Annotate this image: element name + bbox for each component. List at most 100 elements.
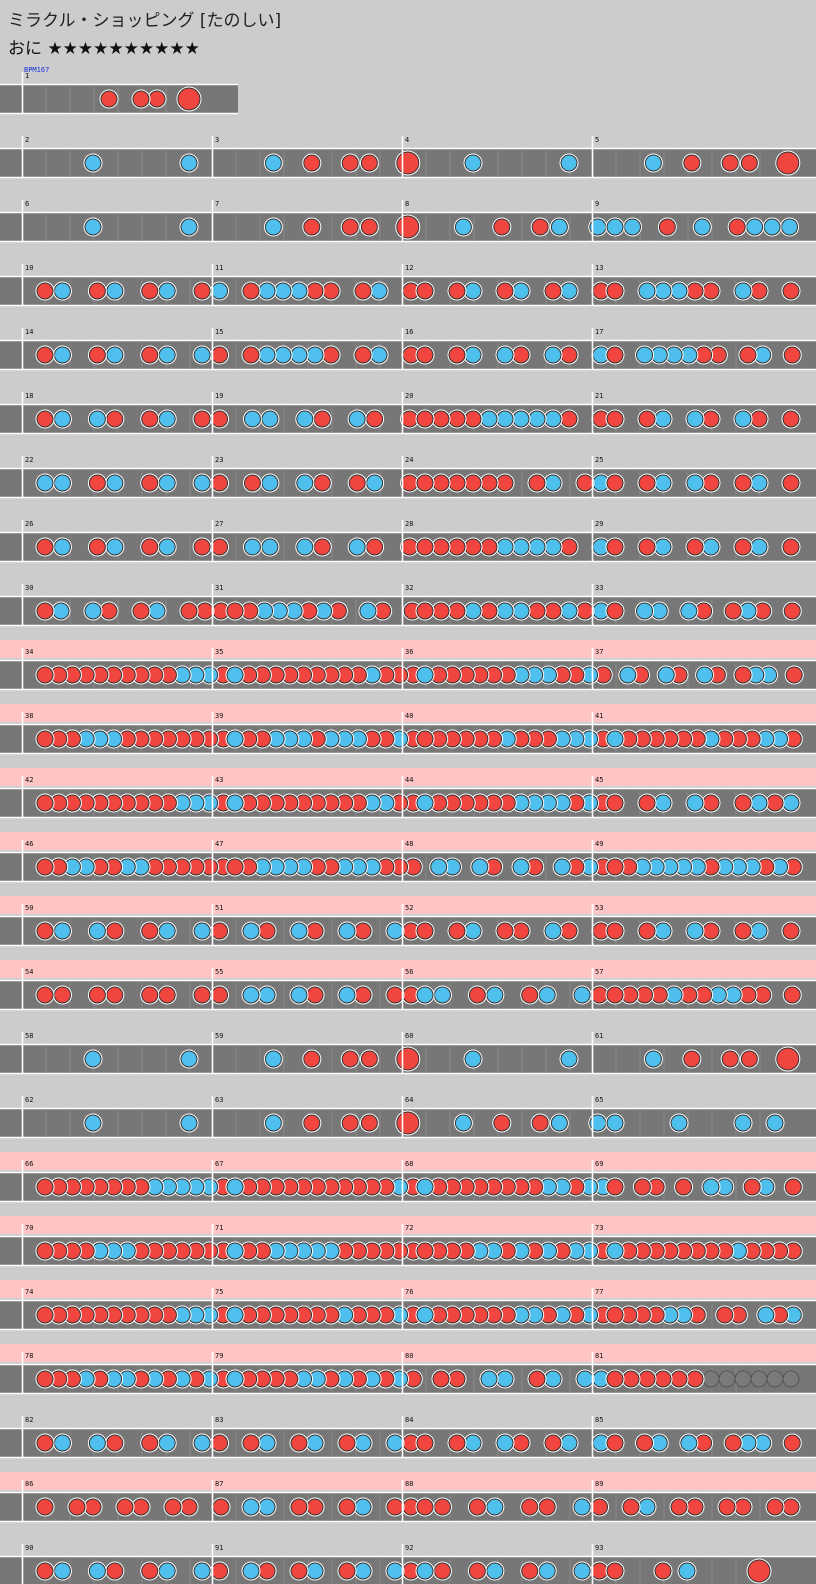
don-note xyxy=(702,922,720,940)
don-note xyxy=(468,1562,486,1580)
don-note xyxy=(36,346,54,364)
ka-note xyxy=(734,410,752,428)
don-note xyxy=(341,154,359,172)
ka-note xyxy=(538,1562,556,1580)
ka-note xyxy=(678,1562,696,1580)
measure-number: 65 xyxy=(595,1096,603,1104)
don-note xyxy=(750,410,768,428)
ka-note xyxy=(544,538,562,556)
measure-number: 58 xyxy=(25,1032,33,1040)
fumen-row: 86 87 88 89 xyxy=(0,1472,816,1523)
fumen-row: 82 83 84 85 xyxy=(0,1416,816,1459)
ka-note xyxy=(619,666,637,684)
drumroll-note xyxy=(718,1370,736,1388)
ka-note xyxy=(734,282,752,300)
ka-note xyxy=(486,1498,504,1516)
don-note xyxy=(88,538,106,556)
ka-note xyxy=(296,538,314,556)
drumroll-note xyxy=(734,1370,752,1388)
don-note xyxy=(36,410,54,428)
don-note xyxy=(538,1498,556,1516)
gogo-band xyxy=(0,704,816,722)
don-note xyxy=(360,154,378,172)
ka-note xyxy=(290,922,308,940)
ka-note xyxy=(680,602,698,620)
don-note xyxy=(721,154,739,172)
measure-number: 76 xyxy=(405,1288,413,1296)
measure-number: 14 xyxy=(25,328,33,336)
don-note xyxy=(496,922,514,940)
don-note xyxy=(290,1562,308,1580)
don-note xyxy=(734,922,752,940)
ka-note xyxy=(750,794,768,812)
measure-number: 39 xyxy=(215,712,223,720)
don-note xyxy=(193,410,211,428)
ka-note xyxy=(654,282,672,300)
don-note xyxy=(386,986,404,1004)
don-note xyxy=(341,218,359,236)
don-note xyxy=(734,474,752,492)
measure-number: 29 xyxy=(595,520,603,528)
don-note xyxy=(416,282,434,300)
don-note xyxy=(360,1050,378,1068)
bpm-marker: BPM167 xyxy=(24,66,49,74)
don-note xyxy=(560,922,578,940)
ka-note xyxy=(193,1562,211,1580)
ka-note xyxy=(696,666,714,684)
measure-number: 43 xyxy=(215,776,223,784)
don-note xyxy=(36,602,54,620)
don-note xyxy=(716,1306,734,1324)
measure-number: 73 xyxy=(595,1224,603,1232)
don-note xyxy=(141,410,159,428)
don-note xyxy=(686,282,704,300)
measure-number: 71 xyxy=(215,1224,223,1232)
don-note xyxy=(36,282,54,300)
don-note xyxy=(782,282,800,300)
don-note xyxy=(141,1562,159,1580)
ka-note xyxy=(560,1050,578,1068)
ka-note xyxy=(670,282,688,300)
fumen-row: 66 67 68 69 xyxy=(0,1152,816,1203)
ka-note xyxy=(464,922,482,940)
don-note xyxy=(448,410,466,428)
ka-note xyxy=(512,602,530,620)
measure-number: 41 xyxy=(595,712,603,720)
ka-note xyxy=(158,410,176,428)
measure-number: 51 xyxy=(215,904,223,912)
don-note xyxy=(341,1114,359,1132)
measure-number: 31 xyxy=(215,584,223,592)
ka-note xyxy=(36,474,54,492)
don-note xyxy=(338,1498,356,1516)
ka-note xyxy=(264,154,282,172)
gogo-band xyxy=(0,896,816,914)
don-note xyxy=(416,922,434,940)
measure-number: 60 xyxy=(405,1032,413,1040)
don-note xyxy=(36,986,54,1004)
don-note xyxy=(784,1178,802,1196)
fumen-row: 34 35 36 37 xyxy=(0,640,816,691)
ka-note xyxy=(258,346,276,364)
ka-note xyxy=(512,858,530,876)
don-note xyxy=(433,1498,451,1516)
don-note xyxy=(606,1370,624,1388)
ka-note xyxy=(180,1114,198,1132)
don-note xyxy=(739,346,757,364)
ka-note xyxy=(464,154,482,172)
don-note xyxy=(702,282,720,300)
don-note xyxy=(521,986,539,1004)
song-title-text: ミラクル・ショッピング xyxy=(8,11,195,31)
big-don-note xyxy=(396,215,420,239)
ka-note xyxy=(654,922,672,940)
don-note xyxy=(432,602,450,620)
fumen-row: 14 15 16 17 xyxy=(0,328,816,371)
ka-note xyxy=(464,602,482,620)
gogo-band xyxy=(0,1216,816,1234)
ka-note xyxy=(106,474,124,492)
don-note xyxy=(734,794,752,812)
fumen-row: 74 75 76 77 xyxy=(0,1280,816,1331)
don-note xyxy=(560,538,578,556)
measure-number: 88 xyxy=(405,1480,413,1488)
don-note xyxy=(84,1498,102,1516)
course-label: [たのしい] xyxy=(199,11,282,31)
don-note xyxy=(480,474,498,492)
